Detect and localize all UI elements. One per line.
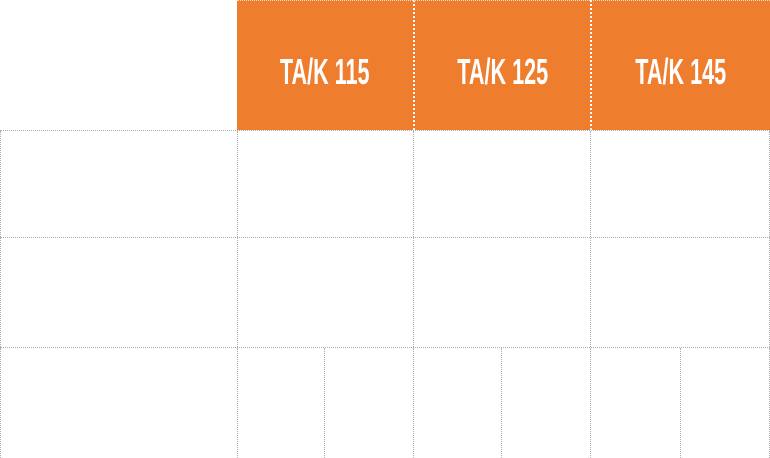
column-header-label: TA/K 145 xyxy=(635,50,727,92)
table-body xyxy=(0,130,770,458)
column-header-tak-125: TA/K 125 xyxy=(413,0,590,130)
table-cell xyxy=(590,238,770,347)
table-row-split xyxy=(0,348,770,458)
column-header-tak-115: TA/K 115 xyxy=(237,0,413,130)
table-cell xyxy=(237,131,413,237)
row-label-cell xyxy=(0,348,237,458)
table-cell xyxy=(237,238,413,347)
row-label-cell xyxy=(0,131,237,237)
table-subcell xyxy=(237,348,324,458)
column-header-label: TA/K 125 xyxy=(457,50,548,92)
column-header-label: TA/K 115 xyxy=(280,50,370,92)
table-cell xyxy=(413,131,590,237)
row-label-cell xyxy=(0,238,237,347)
table-subcell xyxy=(680,348,770,458)
table-cell xyxy=(590,131,770,237)
row-label-column-header xyxy=(0,0,237,130)
table-subcell xyxy=(413,348,501,458)
table-header-row: TA/K 115 TA/K 125 TA/K 145 xyxy=(0,0,770,130)
table-subcell xyxy=(501,348,590,458)
table-row xyxy=(0,238,770,348)
table-cell xyxy=(413,238,590,347)
table-subcell xyxy=(590,348,680,458)
table-row xyxy=(0,131,770,238)
table-subcell xyxy=(324,348,413,458)
column-header-tak-145: TA/K 145 xyxy=(590,0,770,130)
